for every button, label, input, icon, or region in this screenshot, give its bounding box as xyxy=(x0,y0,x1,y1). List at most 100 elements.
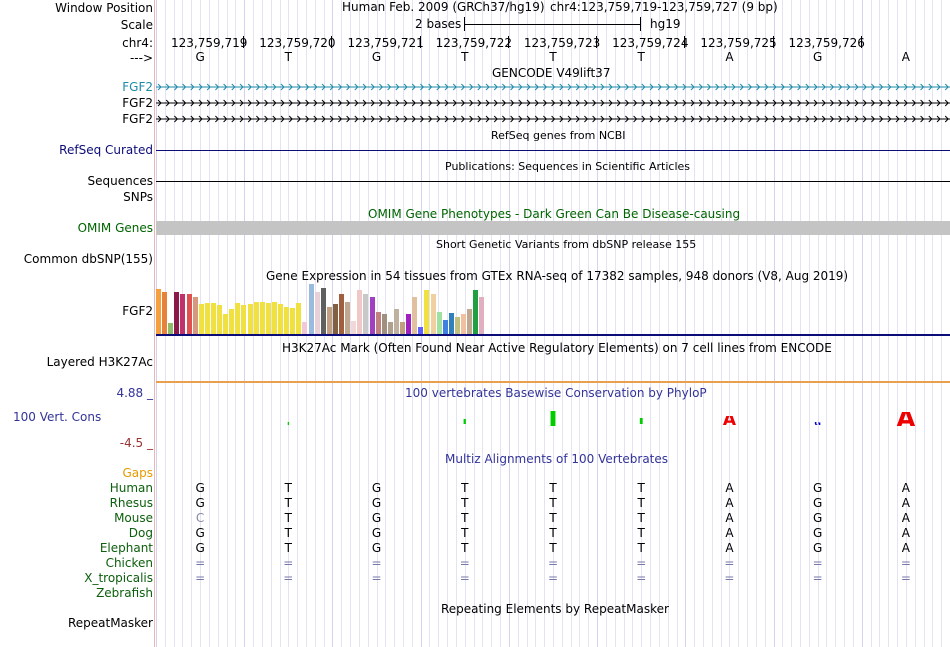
gtex-tissue-bar[interactable] xyxy=(265,303,271,334)
scale-db-text: hg19 xyxy=(650,17,681,31)
refseq-track-line[interactable] xyxy=(156,150,950,151)
gtex-tissue-bar[interactable] xyxy=(320,288,326,334)
gtex-tissue-bar[interactable] xyxy=(418,326,424,334)
phylop-base-mark[interactable]: A xyxy=(893,412,918,426)
gtex-tissue-bar[interactable] xyxy=(400,321,405,334)
strand-arrow xyxy=(272,99,277,107)
gtex-tissue-bar[interactable] xyxy=(345,301,351,334)
pubs-label[interactable]: Sequences xyxy=(87,174,153,188)
gtex-tissue-bar[interactable] xyxy=(156,289,161,334)
gtex-tissue-bar[interactable] xyxy=(406,314,412,334)
gtex-tissue-bar[interactable] xyxy=(290,308,296,334)
phylop-base-mark[interactable]: T xyxy=(544,411,562,426)
species-label[interactable]: Elephant xyxy=(99,541,153,555)
h3k27ac-signal[interactable] xyxy=(156,381,950,383)
gtex-tissue-bar[interactable] xyxy=(235,303,241,334)
omim-label[interactable]: OMIM Genes xyxy=(77,221,153,235)
phylop-base-mark[interactable]: T xyxy=(285,422,292,425)
strand-arrow xyxy=(789,115,794,123)
gtex-tissue-bar[interactable] xyxy=(430,294,436,334)
gtex-tissue-bar[interactable] xyxy=(204,303,210,334)
gtex-tissue-bar[interactable] xyxy=(180,294,186,334)
gtex-tissue-bar[interactable] xyxy=(296,303,302,334)
gtex-tissue-bar[interactable] xyxy=(375,311,381,334)
species-label[interactable]: X_tropicalis xyxy=(84,571,153,585)
strand-arrow xyxy=(764,99,769,107)
gtex-tissue-bar[interactable] xyxy=(223,314,229,334)
gtex-tissue-bar[interactable] xyxy=(271,301,277,334)
strand-arrow xyxy=(584,83,589,91)
gtex-tissue-bar[interactable] xyxy=(308,284,314,334)
gtex-tissue-bar[interactable] xyxy=(479,296,485,334)
gtex-tissue-bar[interactable] xyxy=(357,290,363,334)
species-label[interactable]: Chicken xyxy=(105,556,153,570)
gtex-tissue-bar[interactable] xyxy=(210,303,216,334)
gtex-tissue-bar[interactable] xyxy=(442,320,448,334)
refseq-label[interactable]: RefSeq Curated xyxy=(59,143,153,157)
pubs-track-line[interactable] xyxy=(156,181,950,182)
strand-arrow xyxy=(321,115,326,123)
strand-arrow xyxy=(780,99,785,107)
snps-label[interactable]: SNPs xyxy=(123,190,153,204)
species-label[interactable]: Rhesus xyxy=(109,496,153,510)
gtex-tissue-bar[interactable] xyxy=(454,316,460,334)
grid-line xyxy=(800,0,802,647)
gtex-tissue-bar[interactable] xyxy=(387,321,393,334)
gencode-track[interactable] xyxy=(156,80,950,128)
strand-arrow xyxy=(690,115,695,123)
strand-arrow xyxy=(297,99,302,107)
phylop-label[interactable]: 100 Vert. Cons xyxy=(13,410,102,424)
gtex-tissue-bar[interactable] xyxy=(424,290,430,334)
dbsnp-label[interactable]: Common dbSNP(155) xyxy=(23,252,153,266)
gtex-tissue-bar[interactable] xyxy=(302,321,308,334)
gencode-row-label[interactable]: FGF2 xyxy=(122,80,153,94)
gtex-label[interactable]: FGF2 xyxy=(122,304,153,318)
rmsk-label[interactable]: RepeatMasker xyxy=(67,616,153,630)
h3k27ac-label[interactable]: Layered H3K27Ac xyxy=(46,355,153,369)
gtex-tissue-bar[interactable] xyxy=(363,294,369,334)
gtex-tissue-bar[interactable] xyxy=(241,305,247,334)
gtex-tissue-bar[interactable] xyxy=(168,323,174,334)
gtex-tissue-bar[interactable] xyxy=(192,296,198,334)
gtex-tissue-bar[interactable] xyxy=(448,313,454,334)
gaps-label[interactable]: Gaps xyxy=(122,466,153,480)
gtex-tissue-bar[interactable] xyxy=(198,304,204,334)
gtex-tissue-bar[interactable] xyxy=(326,306,332,334)
gtex-tissue-bar[interactable] xyxy=(217,305,222,334)
gtex-tissue-bar[interactable] xyxy=(467,309,473,334)
gtex-tissue-bar[interactable] xyxy=(332,304,338,334)
gtex-tissue-bar[interactable] xyxy=(339,294,344,334)
gtex-tissue-bar[interactable] xyxy=(162,291,168,334)
gtex-tissue-bar[interactable] xyxy=(393,309,399,334)
gtex-tissue-bar[interactable] xyxy=(186,294,192,334)
phylop-base-mark[interactable]: G xyxy=(814,422,822,425)
gtex-tissue-bar[interactable] xyxy=(314,291,320,334)
gtex-tissue-bar[interactable] xyxy=(473,290,479,334)
omim-track-bar[interactable] xyxy=(156,221,950,235)
gtex-tissue-bar[interactable] xyxy=(247,304,253,334)
gtex-tissue-bar[interactable] xyxy=(351,320,357,334)
gtex-tissue-bar[interactable] xyxy=(461,314,466,334)
gencode-row-label[interactable]: FGF2 xyxy=(122,96,153,110)
phylop-base-mark[interactable]: T xyxy=(459,419,471,424)
species-label[interactable]: Human xyxy=(109,481,153,495)
phylop-base-mark[interactable]: A xyxy=(721,416,738,424)
species-label[interactable]: Zebrafish xyxy=(96,586,153,600)
gencode-row-label[interactable]: FGF2 xyxy=(122,112,153,126)
gtex-tissue-bar[interactable] xyxy=(284,306,290,334)
strand-arrow xyxy=(493,99,498,107)
gtex-tissue-bar[interactable] xyxy=(229,309,235,334)
strand-arrow xyxy=(772,115,777,123)
gtex-tissue-bar[interactable] xyxy=(381,314,387,334)
species-label[interactable]: Mouse xyxy=(114,511,153,525)
gtex-tissue-bar[interactable] xyxy=(412,296,418,334)
species-label[interactable]: Dog xyxy=(128,526,153,540)
gtex-tissue-bar[interactable] xyxy=(174,291,180,334)
gtex-tissue-bar[interactable] xyxy=(369,296,375,334)
phylop-base-mark[interactable]: T xyxy=(634,418,649,425)
gtex-tissue-bar[interactable] xyxy=(253,301,259,334)
grid-line xyxy=(941,0,943,647)
gtex-tissue-bar[interactable] xyxy=(436,311,442,334)
gtex-tissue-bar[interactable] xyxy=(278,304,283,334)
gtex-tissue-bar[interactable] xyxy=(259,301,265,334)
